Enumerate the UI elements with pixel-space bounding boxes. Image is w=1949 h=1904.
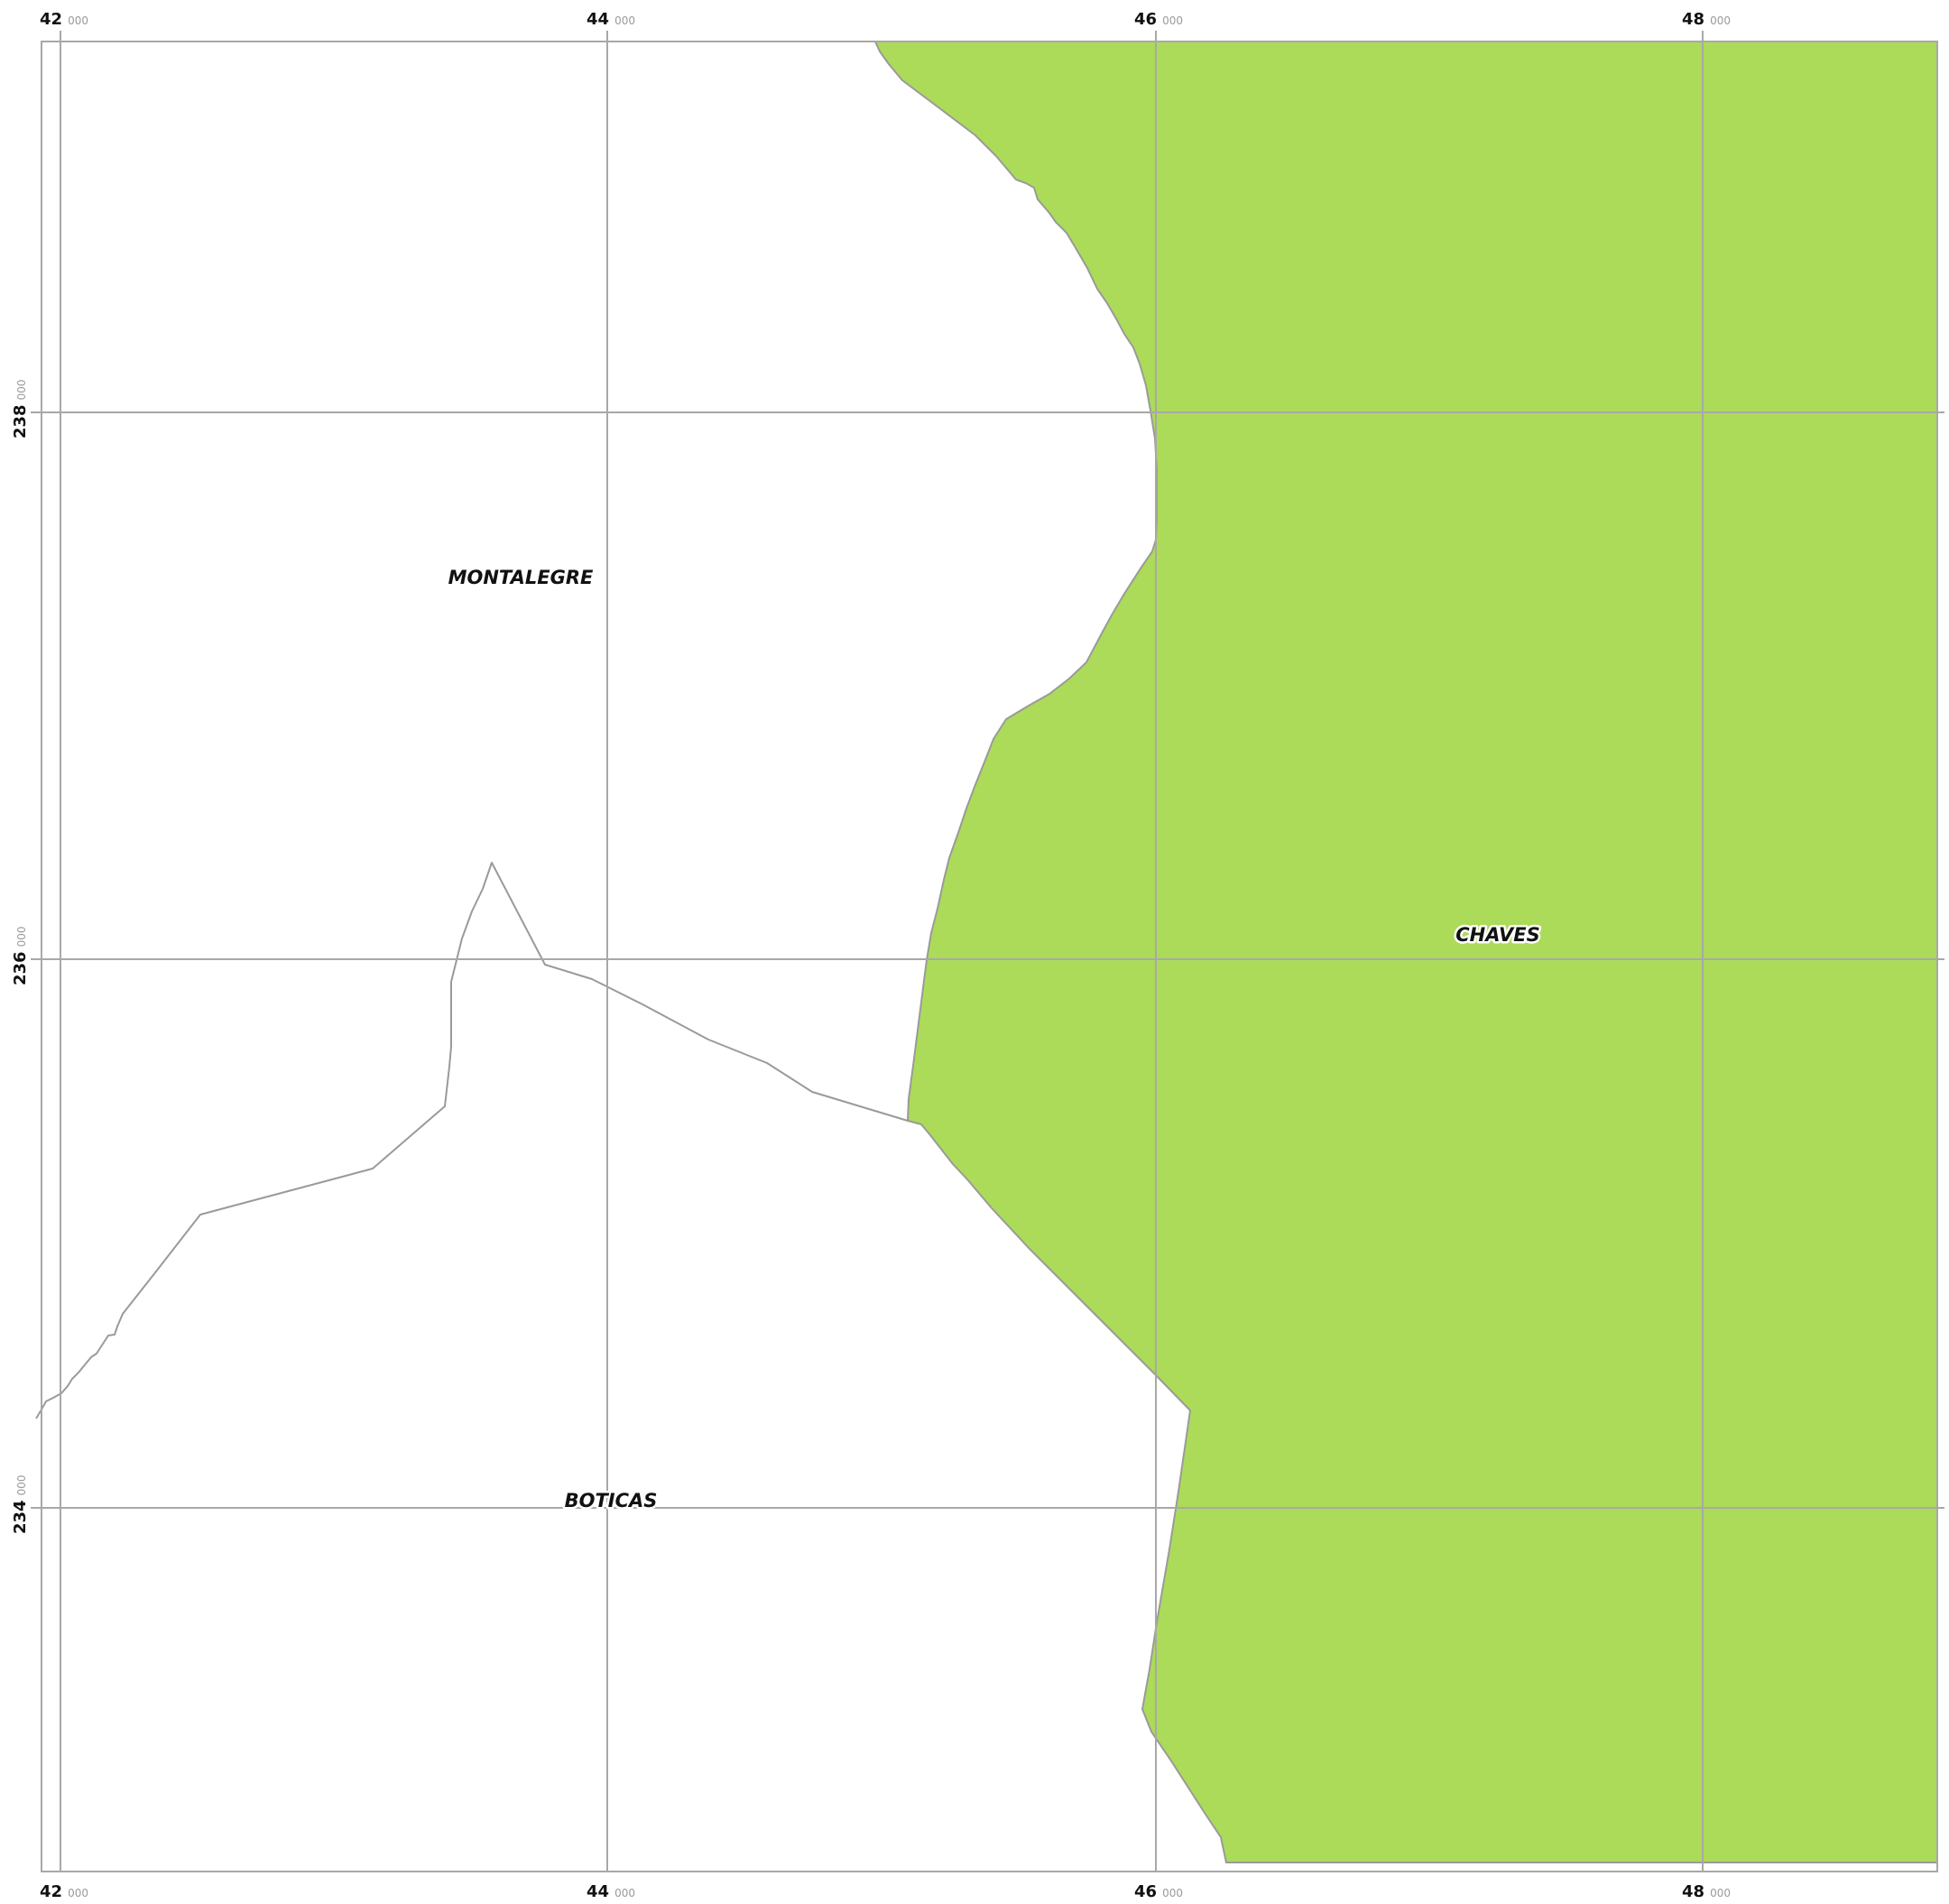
y-tick-minor: 000 — [15, 380, 28, 401]
x-tick-major-bottom: 46 — [1134, 1882, 1157, 1901]
x-tick-minor-bottom: 000 — [614, 1887, 635, 1899]
y-tick-major: 234 — [11, 1500, 30, 1534]
y-tick-major: 238 — [11, 404, 30, 439]
x-tick-major-bottom: 48 — [1682, 1882, 1704, 1901]
x-tick-major-top: 48 — [1682, 10, 1704, 29]
chaves-area[interactable] — [874, 41, 1938, 1863]
y-tick-minor: 000 — [15, 1475, 28, 1496]
graticule — [31, 31, 1944, 1872]
x-tick-minor-top: 000 — [68, 14, 88, 27]
x-tick-major-top: 44 — [587, 10, 609, 29]
x-tick-minor-bottom: 000 — [68, 1887, 88, 1899]
montalegre-boticas-boundary — [35, 862, 909, 1419]
svg-text:234000: 234000 — [11, 1475, 30, 1534]
y-axis-left: 238000 236000 234000 — [11, 380, 30, 1534]
y-tick-minor: 000 — [15, 927, 28, 947]
x-tick-minor-bottom: 000 — [1710, 1887, 1731, 1899]
svg-text:238000: 238000 — [11, 380, 30, 439]
x-tick-minor-top: 000 — [1162, 14, 1183, 27]
x-tick-minor-top: 000 — [614, 14, 635, 27]
x-tick-major-top: 42 — [40, 10, 62, 29]
x-tick-major-bottom: 42 — [40, 1882, 62, 1901]
x-tick-major-bottom: 44 — [587, 1882, 609, 1901]
x-axis-bottom: 42 000 44 000 46 000 48 000 — [40, 1882, 1731, 1901]
x-tick-minor-bottom: 000 — [1162, 1887, 1183, 1899]
x-tick-minor-top: 000 — [1710, 14, 1731, 27]
x-tick-major-top: 46 — [1134, 10, 1157, 29]
map-frame — [41, 41, 1938, 1872]
label-chaves: CHAVES — [1455, 924, 1540, 946]
label-boticas: BOTICAS — [565, 1490, 658, 1511]
label-montalegre: MONTALEGRE — [448, 567, 594, 588]
y-tick-major: 236 — [11, 951, 30, 985]
x-axis-top: 42 000 44 000 46 000 48 000 — [40, 10, 1731, 29]
svg-text:236000: 236000 — [11, 927, 30, 985]
